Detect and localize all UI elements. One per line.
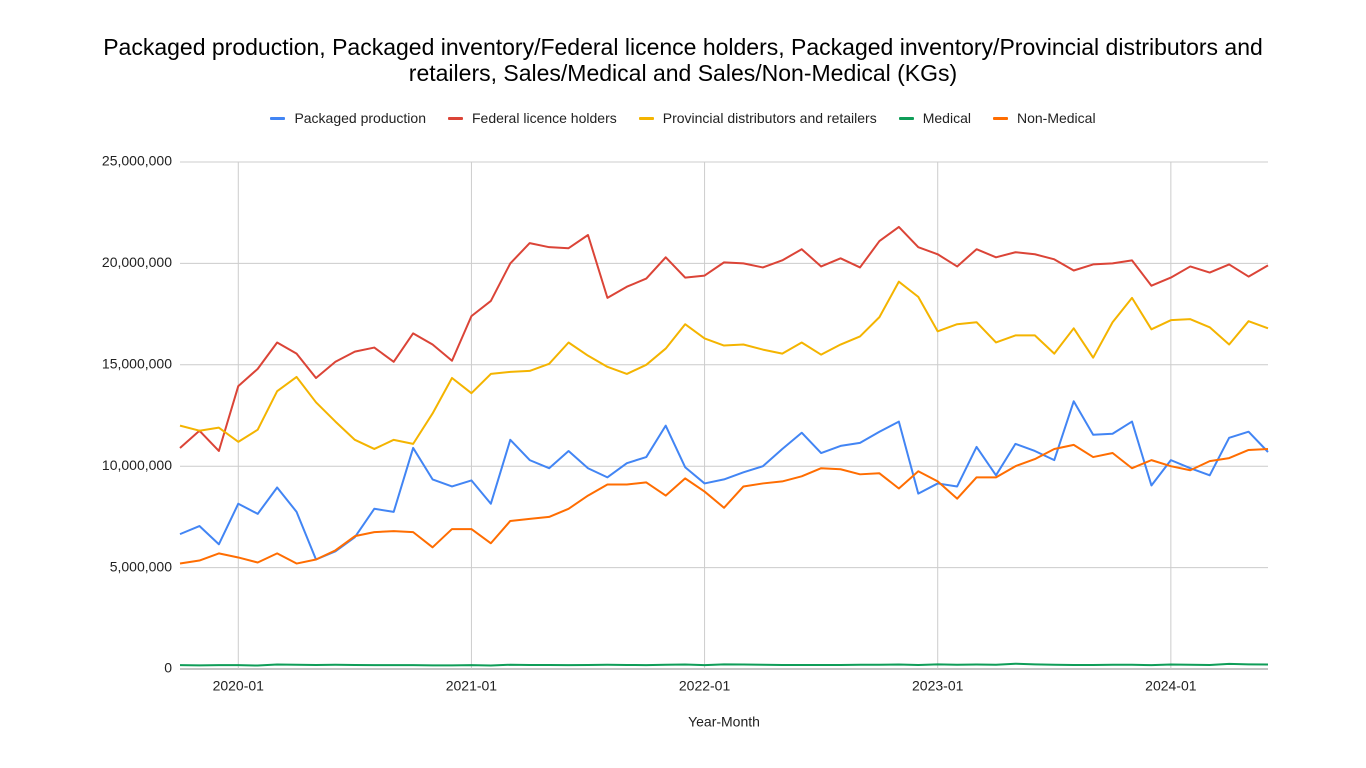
legend-label: Medical bbox=[922, 110, 971, 126]
legend-item: Packaged production bbox=[270, 110, 426, 126]
legend-swatch bbox=[447, 116, 463, 120]
legend-item: Provincial distributors and retailers bbox=[638, 110, 877, 126]
x-tick-label: 2024-01 bbox=[1145, 678, 1197, 694]
legend-swatch bbox=[992, 116, 1008, 120]
x-tick-label: 2022-01 bbox=[679, 678, 731, 694]
legend-label: Federal licence holders bbox=[471, 110, 617, 126]
series-line bbox=[179, 400, 1269, 561]
x-tick-label: 2020-01 bbox=[213, 678, 265, 694]
legend-label: Provincial distributors and retailers bbox=[662, 110, 877, 126]
legend-label: Non-Medical bbox=[1016, 110, 1096, 126]
legend-swatch bbox=[638, 116, 654, 120]
legend-swatch bbox=[270, 116, 286, 120]
legend-item: Non-Medical bbox=[992, 110, 1096, 126]
y-tick-label: 20,000,000 bbox=[102, 254, 172, 270]
legend-label: Packaged production bbox=[294, 110, 426, 126]
x-axis-title: Year-Month bbox=[688, 714, 760, 730]
y-tick-label: 5,000,000 bbox=[110, 558, 172, 574]
series-line bbox=[179, 662, 1269, 667]
series-line bbox=[179, 443, 1269, 565]
y-tick-label: 25,000,000 bbox=[102, 153, 172, 169]
y-tick-label: 10,000,000 bbox=[102, 457, 172, 473]
legend-swatch bbox=[898, 116, 914, 120]
legend-item: Federal licence holders bbox=[447, 110, 617, 126]
x-tick-label: 2021-01 bbox=[446, 678, 498, 694]
series-line bbox=[179, 280, 1269, 450]
x-tick-label: 2023-01 bbox=[912, 678, 964, 694]
y-tick-label: 15,000,000 bbox=[102, 356, 172, 372]
legend-item: Medical bbox=[898, 110, 971, 126]
chart-title: Packaged production, Packaged inventory/… bbox=[103, 34, 1263, 86]
series-line bbox=[179, 225, 1269, 452]
legend: Packaged production Federal licence holde… bbox=[0, 110, 1366, 126]
y-tick-label: 0 bbox=[164, 660, 172, 676]
